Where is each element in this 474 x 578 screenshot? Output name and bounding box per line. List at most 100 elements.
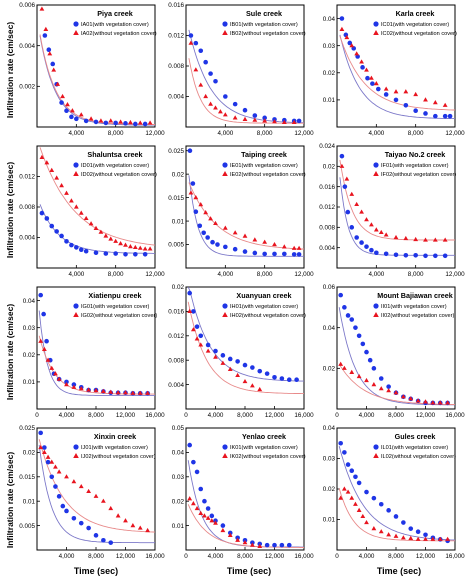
x-tick-label: 4,000	[208, 412, 224, 419]
data-point-without-cover	[262, 239, 268, 244]
data-point-with-cover	[353, 325, 358, 330]
data-point-without-cover	[413, 91, 419, 97]
data-point-with-cover	[193, 40, 199, 46]
legend-label: IJ01(with vegetation cover)	[81, 445, 148, 451]
legend-marker-without-cover	[373, 312, 379, 317]
y-tick-label: 0.004	[319, 245, 335, 252]
data-point-with-cover	[294, 377, 299, 383]
legend-marker-without-cover	[73, 312, 79, 317]
data-point-without-cover	[364, 217, 369, 222]
y-tick-label: 0.03	[323, 43, 336, 50]
data-point-with-cover	[272, 374, 277, 380]
data-point-with-cover	[423, 111, 428, 116]
data-point-with-cover	[242, 249, 248, 254]
y-tick-label: 0.02	[23, 450, 36, 457]
data-point-with-cover	[345, 313, 351, 318]
data-point-without-cover	[403, 89, 409, 94]
data-point-without-cover	[71, 384, 77, 389]
legend-label: IA02(without vegetation cover)	[81, 31, 157, 37]
data-point-without-cover	[383, 86, 389, 91]
x-tick-label: 4,000	[68, 271, 84, 278]
data-point-without-cover	[349, 191, 355, 196]
chart-title: Mount Bajiawan creek	[377, 291, 453, 300]
y-tick-label: 0.01	[23, 498, 36, 505]
data-point-without-cover	[437, 536, 443, 541]
data-point-with-cover	[71, 382, 77, 387]
data-point-without-cover	[400, 535, 406, 540]
data-point-without-cover	[386, 532, 392, 537]
chart-title: Taiping creek	[241, 150, 287, 159]
data-point-without-cover	[123, 518, 128, 523]
legend-label: IE01(with vegetation cover)	[230, 163, 298, 169]
data-point-without-cover	[359, 59, 364, 64]
data-point-without-cover	[69, 198, 74, 203]
data-point-with-cover	[215, 242, 220, 247]
chart-panel: 0 4,000 8,000 12,000 16,000 0.02 0.04 0.06 Mount…	[323, 284, 465, 419]
data-point-without-cover	[188, 40, 194, 45]
legend-marker-without-cover	[222, 30, 228, 35]
y-tick-label: 0.01	[23, 379, 36, 386]
y-tick-label: 0.03	[23, 325, 36, 332]
chart-panel: 0 4,000 8,000 12,000 16,000 0.004 0.008 0.012 0.…	[168, 284, 314, 419]
data-point-with-cover	[339, 16, 345, 21]
data-point-without-cover	[123, 390, 128, 395]
data-point-with-cover	[393, 97, 399, 103]
data-point-with-cover	[46, 47, 52, 53]
fit-curve	[339, 36, 455, 111]
data-point-with-cover	[74, 245, 79, 250]
data-point-without-cover	[193, 67, 199, 72]
data-point-without-cover	[49, 167, 55, 172]
data-point-without-cover	[198, 202, 204, 207]
data-point-without-cover	[242, 116, 248, 121]
x-tick-label: 4,000	[208, 553, 224, 560]
data-point-without-cover	[93, 493, 99, 498]
chart-panel: 4,000 8,000 12,000 16,000 0.005 0.01 0.015 0.02…	[19, 425, 165, 560]
data-point-without-cover	[356, 507, 362, 512]
data-point-without-cover	[39, 154, 45, 160]
data-point-without-cover	[38, 338, 44, 343]
chart-title: Taiyao No.2 creek	[385, 150, 446, 159]
fit-curve	[338, 307, 455, 406]
fit-curve	[339, 34, 455, 120]
x-tick-label: 16,000	[145, 553, 165, 560]
y-tick-label: 0.02	[323, 164, 336, 171]
data-point-without-cover	[56, 376, 62, 381]
data-point-with-cover	[365, 75, 370, 81]
legend-label: IF02(without vegetation cover)	[381, 172, 456, 178]
x-tick-label: 12,000	[416, 412, 436, 419]
data-point-with-cover	[338, 440, 343, 446]
data-point-without-cover	[371, 382, 377, 387]
chart-panel: 4,000 8,000 12,000 0.005 0.01 0.015 0.02 0.025 T…	[168, 145, 314, 278]
data-point-with-cover	[203, 59, 208, 65]
data-point-without-cover	[98, 229, 104, 234]
x-tick-label: 12,000	[445, 271, 465, 278]
data-point-without-cover	[262, 118, 268, 123]
data-point-without-cover	[423, 399, 428, 404]
legend-label: IL02(without vegetation cover)	[381, 454, 456, 460]
data-point-without-cover	[51, 67, 57, 72]
data-point-without-cover	[128, 244, 133, 249]
y-tick-label: 0.016	[319, 184, 335, 191]
data-point-without-cover	[252, 117, 258, 122]
x-tick-label: 8,000	[108, 130, 124, 137]
y-tick-label: 0.04	[323, 325, 336, 332]
data-point-with-cover	[342, 305, 347, 310]
fit-curve	[338, 488, 455, 542]
legend-label: IJ02(without vegetation cover)	[81, 454, 156, 460]
data-point-without-cover	[349, 43, 355, 48]
legend-label: II01(with vegetation cover)	[381, 304, 447, 310]
y-tick-label: 0.025	[168, 148, 184, 155]
x-tick-label: 12,000	[145, 130, 165, 137]
x-tick-label: 8,000	[108, 271, 124, 278]
data-point-with-cover	[386, 384, 391, 389]
data-point-without-cover	[220, 360, 226, 365]
fit-curve	[38, 444, 155, 544]
data-point-without-cover	[190, 327, 196, 332]
data-point-with-cover	[393, 514, 399, 519]
data-point-without-cover	[198, 82, 204, 87]
x-tick-label: 0	[35, 412, 39, 419]
fit-curve	[187, 286, 304, 382]
data-point-with-cover	[262, 251, 267, 257]
data-point-with-cover	[353, 474, 358, 480]
fit-curve	[38, 439, 156, 533]
